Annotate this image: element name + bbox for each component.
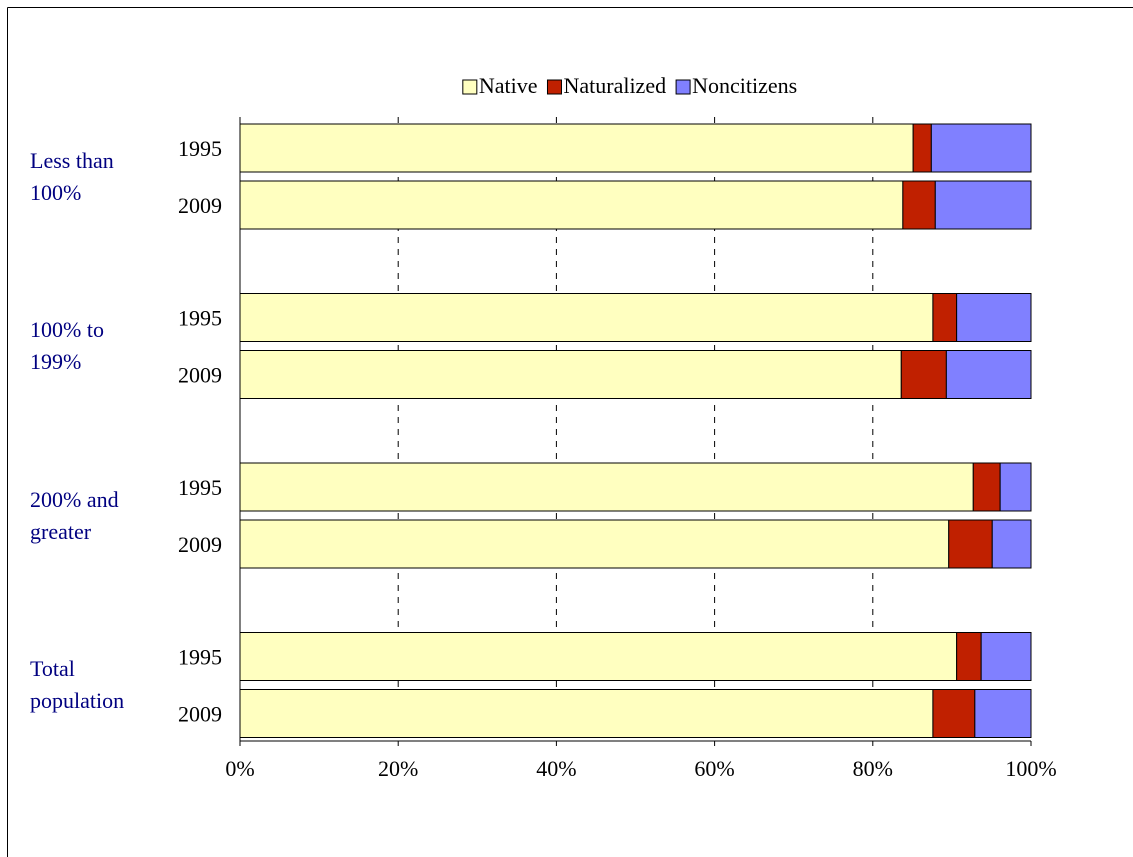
y-tick-label: 1995 [178, 645, 222, 670]
bar-segment [999, 462, 1032, 512]
bar-segment [239, 123, 914, 173]
x-tick-label: 40% [536, 756, 576, 781]
bar-segment [239, 180, 904, 230]
group-label: Less than 100% [30, 147, 114, 205]
bar-segment [980, 632, 1032, 681]
x-tick-label: 80% [853, 756, 893, 781]
bar-segment [239, 519, 950, 569]
bar-segment [930, 123, 1032, 173]
bar-segment [948, 519, 993, 569]
bar-segment [956, 632, 982, 681]
group-label: 100% to 199% [30, 317, 104, 374]
bar-segment [239, 689, 934, 738]
bar-segment [991, 519, 1032, 569]
legend-swatch [462, 79, 478, 95]
x-tick-label: 20% [378, 756, 418, 781]
legend: Native Naturalized Noncitizens [462, 73, 797, 98]
bar-segment [239, 293, 934, 342]
bar-segment [956, 293, 1032, 342]
x-tick-label: 0% [225, 756, 254, 781]
legend-label: Noncitizens [692, 73, 797, 98]
bar-segment [932, 689, 976, 738]
bar-segment [239, 350, 902, 399]
y-tick-label: 2009 [178, 532, 222, 557]
group-label: 200% and greater [30, 486, 119, 544]
bar-segment [945, 350, 1032, 399]
y-tick-label: 2009 [178, 193, 222, 218]
legend-swatch [675, 79, 691, 95]
bar-segment [972, 462, 1001, 512]
bar-segment [932, 293, 958, 342]
bar-segment [900, 350, 947, 399]
group-label: Total population [30, 656, 125, 713]
y-tick-label: 2009 [178, 702, 222, 727]
bar-segment [239, 632, 958, 681]
y-tick-label: 1995 [178, 136, 222, 161]
legend-swatch [546, 79, 562, 95]
legend-label: Naturalized [563, 73, 666, 98]
y-tick-label: 1995 [178, 475, 222, 500]
bar-segment [934, 180, 1032, 230]
y-tick-label: 2009 [178, 363, 222, 388]
bar-segment [974, 689, 1032, 738]
x-tick-label: 60% [694, 756, 734, 781]
bar-segment [902, 180, 936, 230]
bar-segment [239, 462, 974, 512]
x-tick-label: 100% [1005, 756, 1056, 781]
bar-segment [912, 123, 932, 173]
y-tick-label: 1995 [178, 306, 222, 331]
legend-label: Native [479, 73, 538, 98]
